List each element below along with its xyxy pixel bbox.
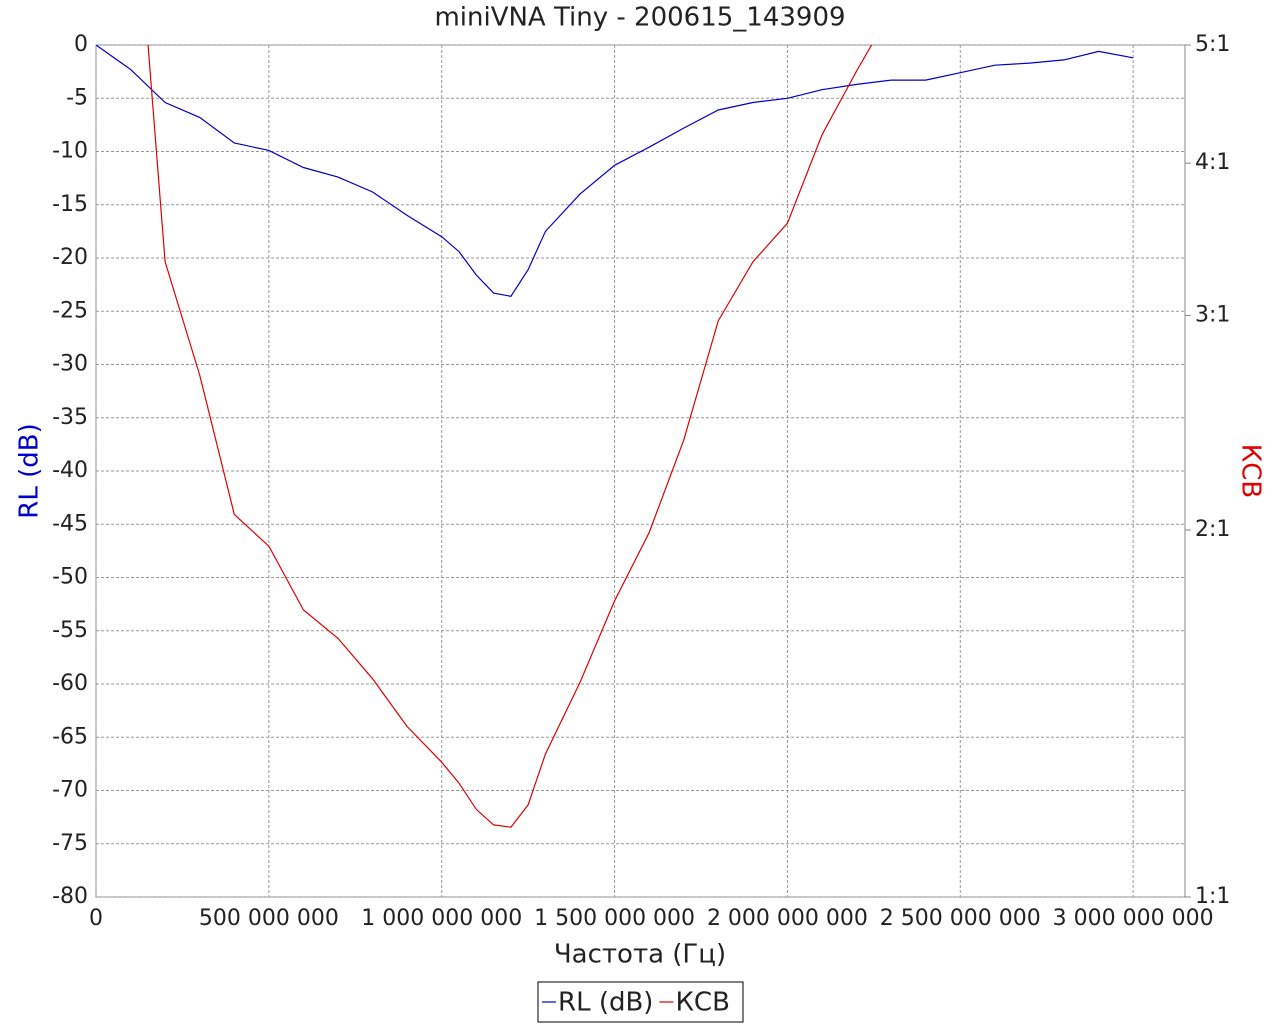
x-tick-label: 500 000 000	[199, 906, 339, 931]
x-tick-label: 1 000 000 000	[361, 906, 522, 931]
legend: RL (dB) КСВ	[537, 981, 744, 1023]
chart-title: miniVNA Tiny - 200615_143909	[434, 3, 845, 33]
y-tick-label: -80	[52, 884, 88, 909]
legend-label: КСВ	[675, 988, 729, 1018]
legend-label: RL (dB)	[558, 988, 653, 1018]
data-line	[96, 45, 1134, 297]
y-tick-label: 0	[74, 32, 88, 57]
y-tick-label: -65	[52, 724, 88, 749]
x-tick-label: 2 000 000 000	[707, 906, 868, 931]
y-tick-label: -25	[52, 298, 88, 323]
y-tick-label: -55	[52, 618, 88, 643]
y2-tick-label: 4:1	[1195, 150, 1230, 175]
x-tick-label: 1 500 000 000	[534, 906, 695, 931]
x-tick-label: 0	[89, 906, 103, 931]
y2-tick-label: 3:1	[1195, 302, 1230, 327]
y-tick-label: -75	[52, 831, 88, 856]
y-tick-label: -5	[66, 85, 88, 110]
y-tick-label: -50	[52, 565, 88, 590]
data-line	[147, 45, 873, 828]
y-tick-label: -40	[52, 458, 88, 483]
y2-tick-label: 5:1	[1195, 32, 1230, 57]
y-tick-label: -30	[52, 352, 88, 377]
y-tick-label: -15	[52, 192, 88, 217]
y-axis-label: RL (dB)	[15, 423, 45, 518]
y-tick-label: -45	[52, 511, 88, 536]
y2-tick-label: 2:1	[1195, 517, 1230, 542]
legend-box	[537, 981, 744, 1023]
y-tick-label: -70	[52, 778, 88, 803]
y2-tick-label: 1:1	[1195, 884, 1230, 909]
x-tick-label: 2 500 000 000	[880, 906, 1041, 931]
x-tick-label: 3 000 000 000	[1053, 906, 1214, 931]
y-tick-label: -20	[52, 245, 88, 270]
y-tick-label: -35	[52, 405, 88, 430]
y-tick-label: -60	[52, 671, 88, 696]
y-tick-label: -10	[52, 139, 88, 164]
y2-axis-label: КСВ	[1236, 444, 1266, 498]
x-axis-label: Частота (Гц)	[554, 940, 726, 970]
